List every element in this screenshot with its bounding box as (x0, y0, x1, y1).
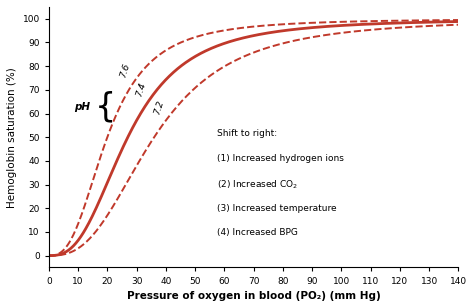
Text: 7.2: 7.2 (152, 99, 165, 116)
X-axis label: Pressure of oxygen in blood (PO₂) (mm Hg): Pressure of oxygen in blood (PO₂) (mm Hg… (127, 291, 381, 301)
Text: pH: pH (74, 102, 90, 112)
Text: {: { (95, 91, 116, 124)
Text: (2) Increased CO$_2$: (2) Increased CO$_2$ (217, 179, 298, 191)
Text: (3) Increased temperature: (3) Increased temperature (217, 204, 337, 213)
Text: 7.6: 7.6 (118, 63, 131, 79)
Text: (1) Increased hydrogen ions: (1) Increased hydrogen ions (217, 154, 344, 163)
Text: 7.4: 7.4 (135, 81, 148, 97)
Y-axis label: Hemoglobin saturation (%): Hemoglobin saturation (%) (7, 67, 17, 208)
Text: (4) Increased BPG: (4) Increased BPG (217, 229, 298, 237)
Text: Shift to right:: Shift to right: (217, 129, 277, 138)
